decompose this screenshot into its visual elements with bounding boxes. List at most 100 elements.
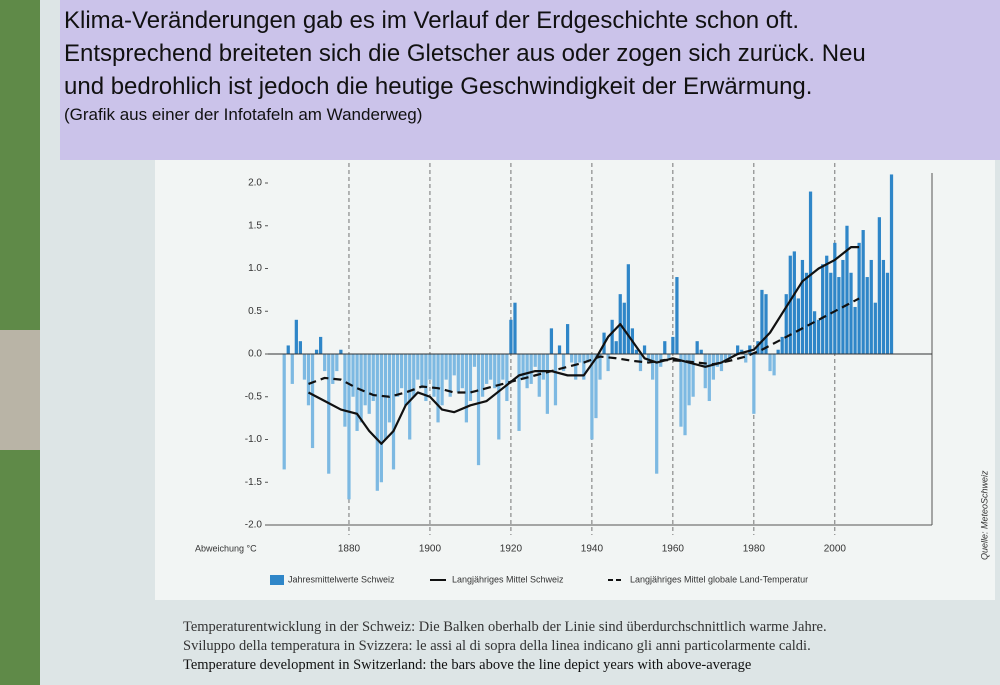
bar — [359, 354, 363, 423]
bar — [319, 336, 323, 354]
bar — [780, 336, 784, 354]
bar — [825, 255, 829, 354]
y-tick-label: 0.5 — [248, 306, 262, 317]
bar — [598, 354, 602, 380]
caption-line: Sviluppo della temperatura in Svizzera: … — [183, 638, 811, 654]
bar — [416, 354, 420, 380]
bar — [784, 294, 788, 354]
bar — [881, 259, 886, 354]
bar — [375, 354, 379, 491]
y-tick-label: 1.5 — [248, 220, 262, 231]
bar — [578, 354, 582, 363]
bar — [715, 354, 720, 367]
board-caption: Temperaturentwicklung in der Schweiz: Di… — [183, 618, 827, 675]
bar — [464, 354, 469, 423]
bar — [399, 354, 404, 389]
bar — [513, 302, 517, 354]
bar — [873, 302, 877, 354]
bar — [557, 345, 562, 354]
bar — [521, 354, 525, 380]
bar — [561, 354, 566, 372]
line-series — [307, 246, 860, 445]
overlay-line: und bedrohlich ist jedoch die heutige Ge… — [64, 73, 813, 100]
y-tick-label: 0.0 — [248, 349, 262, 360]
bar — [480, 354, 485, 397]
bar — [833, 242, 837, 354]
x-tick-label: 1880 — [338, 544, 361, 555]
bar — [582, 354, 586, 380]
bar — [744, 354, 748, 363]
y-tick-label: -1.5 — [245, 477, 263, 488]
caption-line: Temperature development in Switzerland: … — [183, 657, 752, 673]
bar — [460, 354, 464, 389]
bar — [476, 354, 481, 466]
bar — [691, 354, 695, 397]
bar — [634, 349, 639, 354]
bar — [314, 349, 319, 354]
bar — [298, 341, 303, 354]
overlay-line: Klima-Veränderungen gab es im Verlauf de… — [64, 7, 800, 34]
bar — [440, 354, 444, 406]
overlay-note: (Grafik aus einer der Infotafeln am Wand… — [64, 105, 423, 124]
bar — [675, 277, 679, 354]
legend-label: Jahresmittelwerte Schweiz — [288, 574, 395, 584]
bar — [310, 354, 315, 449]
bar — [772, 354, 776, 376]
y-tick-label: 2.0 — [248, 178, 262, 189]
bar — [646, 354, 651, 363]
bar — [347, 354, 351, 500]
bar — [853, 306, 857, 354]
bar — [424, 354, 428, 402]
bar — [371, 354, 375, 402]
text-overlay: Klima-Veränderungen gab es im Verlauf de… — [60, 0, 1000, 160]
bar — [367, 354, 371, 414]
bar — [489, 354, 493, 380]
bar — [590, 354, 594, 440]
bar — [804, 272, 809, 354]
bar — [553, 354, 558, 406]
bar — [428, 354, 432, 380]
bar — [586, 354, 590, 363]
y-tick-label: -2.0 — [245, 520, 263, 531]
bar — [614, 341, 618, 354]
bar — [808, 191, 813, 354]
y-tick-label: -0.5 — [245, 391, 263, 402]
bar — [865, 277, 869, 354]
bar — [290, 354, 294, 384]
bar — [282, 354, 286, 470]
bar — [695, 341, 699, 354]
bar — [517, 354, 521, 431]
bar — [302, 354, 307, 380]
y-tick-label: -1.0 — [245, 434, 263, 445]
bar — [549, 328, 554, 354]
bar — [565, 324, 570, 354]
bar — [663, 341, 667, 354]
bar — [452, 354, 456, 376]
legend-swatch — [270, 575, 284, 585]
y-tick-label: 1.0 — [248, 263, 262, 274]
bar — [294, 319, 298, 354]
source: Quelle: MeteoSchweiz — [979, 470, 989, 560]
bar — [683, 354, 687, 436]
bar — [570, 354, 574, 363]
bar — [286, 345, 290, 354]
bar — [501, 354, 505, 380]
bar — [845, 225, 849, 354]
bar — [323, 354, 327, 372]
bar — [885, 272, 890, 354]
bar — [849, 272, 853, 354]
bar — [889, 174, 894, 354]
legend-label: Langjähriges Mittel globale Land-Tempera… — [630, 574, 808, 584]
bar — [651, 354, 655, 380]
bar — [687, 354, 691, 406]
bar — [642, 345, 647, 354]
bar — [727, 354, 732, 359]
bar — [529, 354, 533, 384]
bar — [485, 354, 489, 384]
x-tick-label: 1920 — [500, 544, 523, 555]
bar — [610, 319, 614, 354]
bar — [525, 354, 529, 389]
x-tick-label: 1980 — [743, 544, 766, 555]
